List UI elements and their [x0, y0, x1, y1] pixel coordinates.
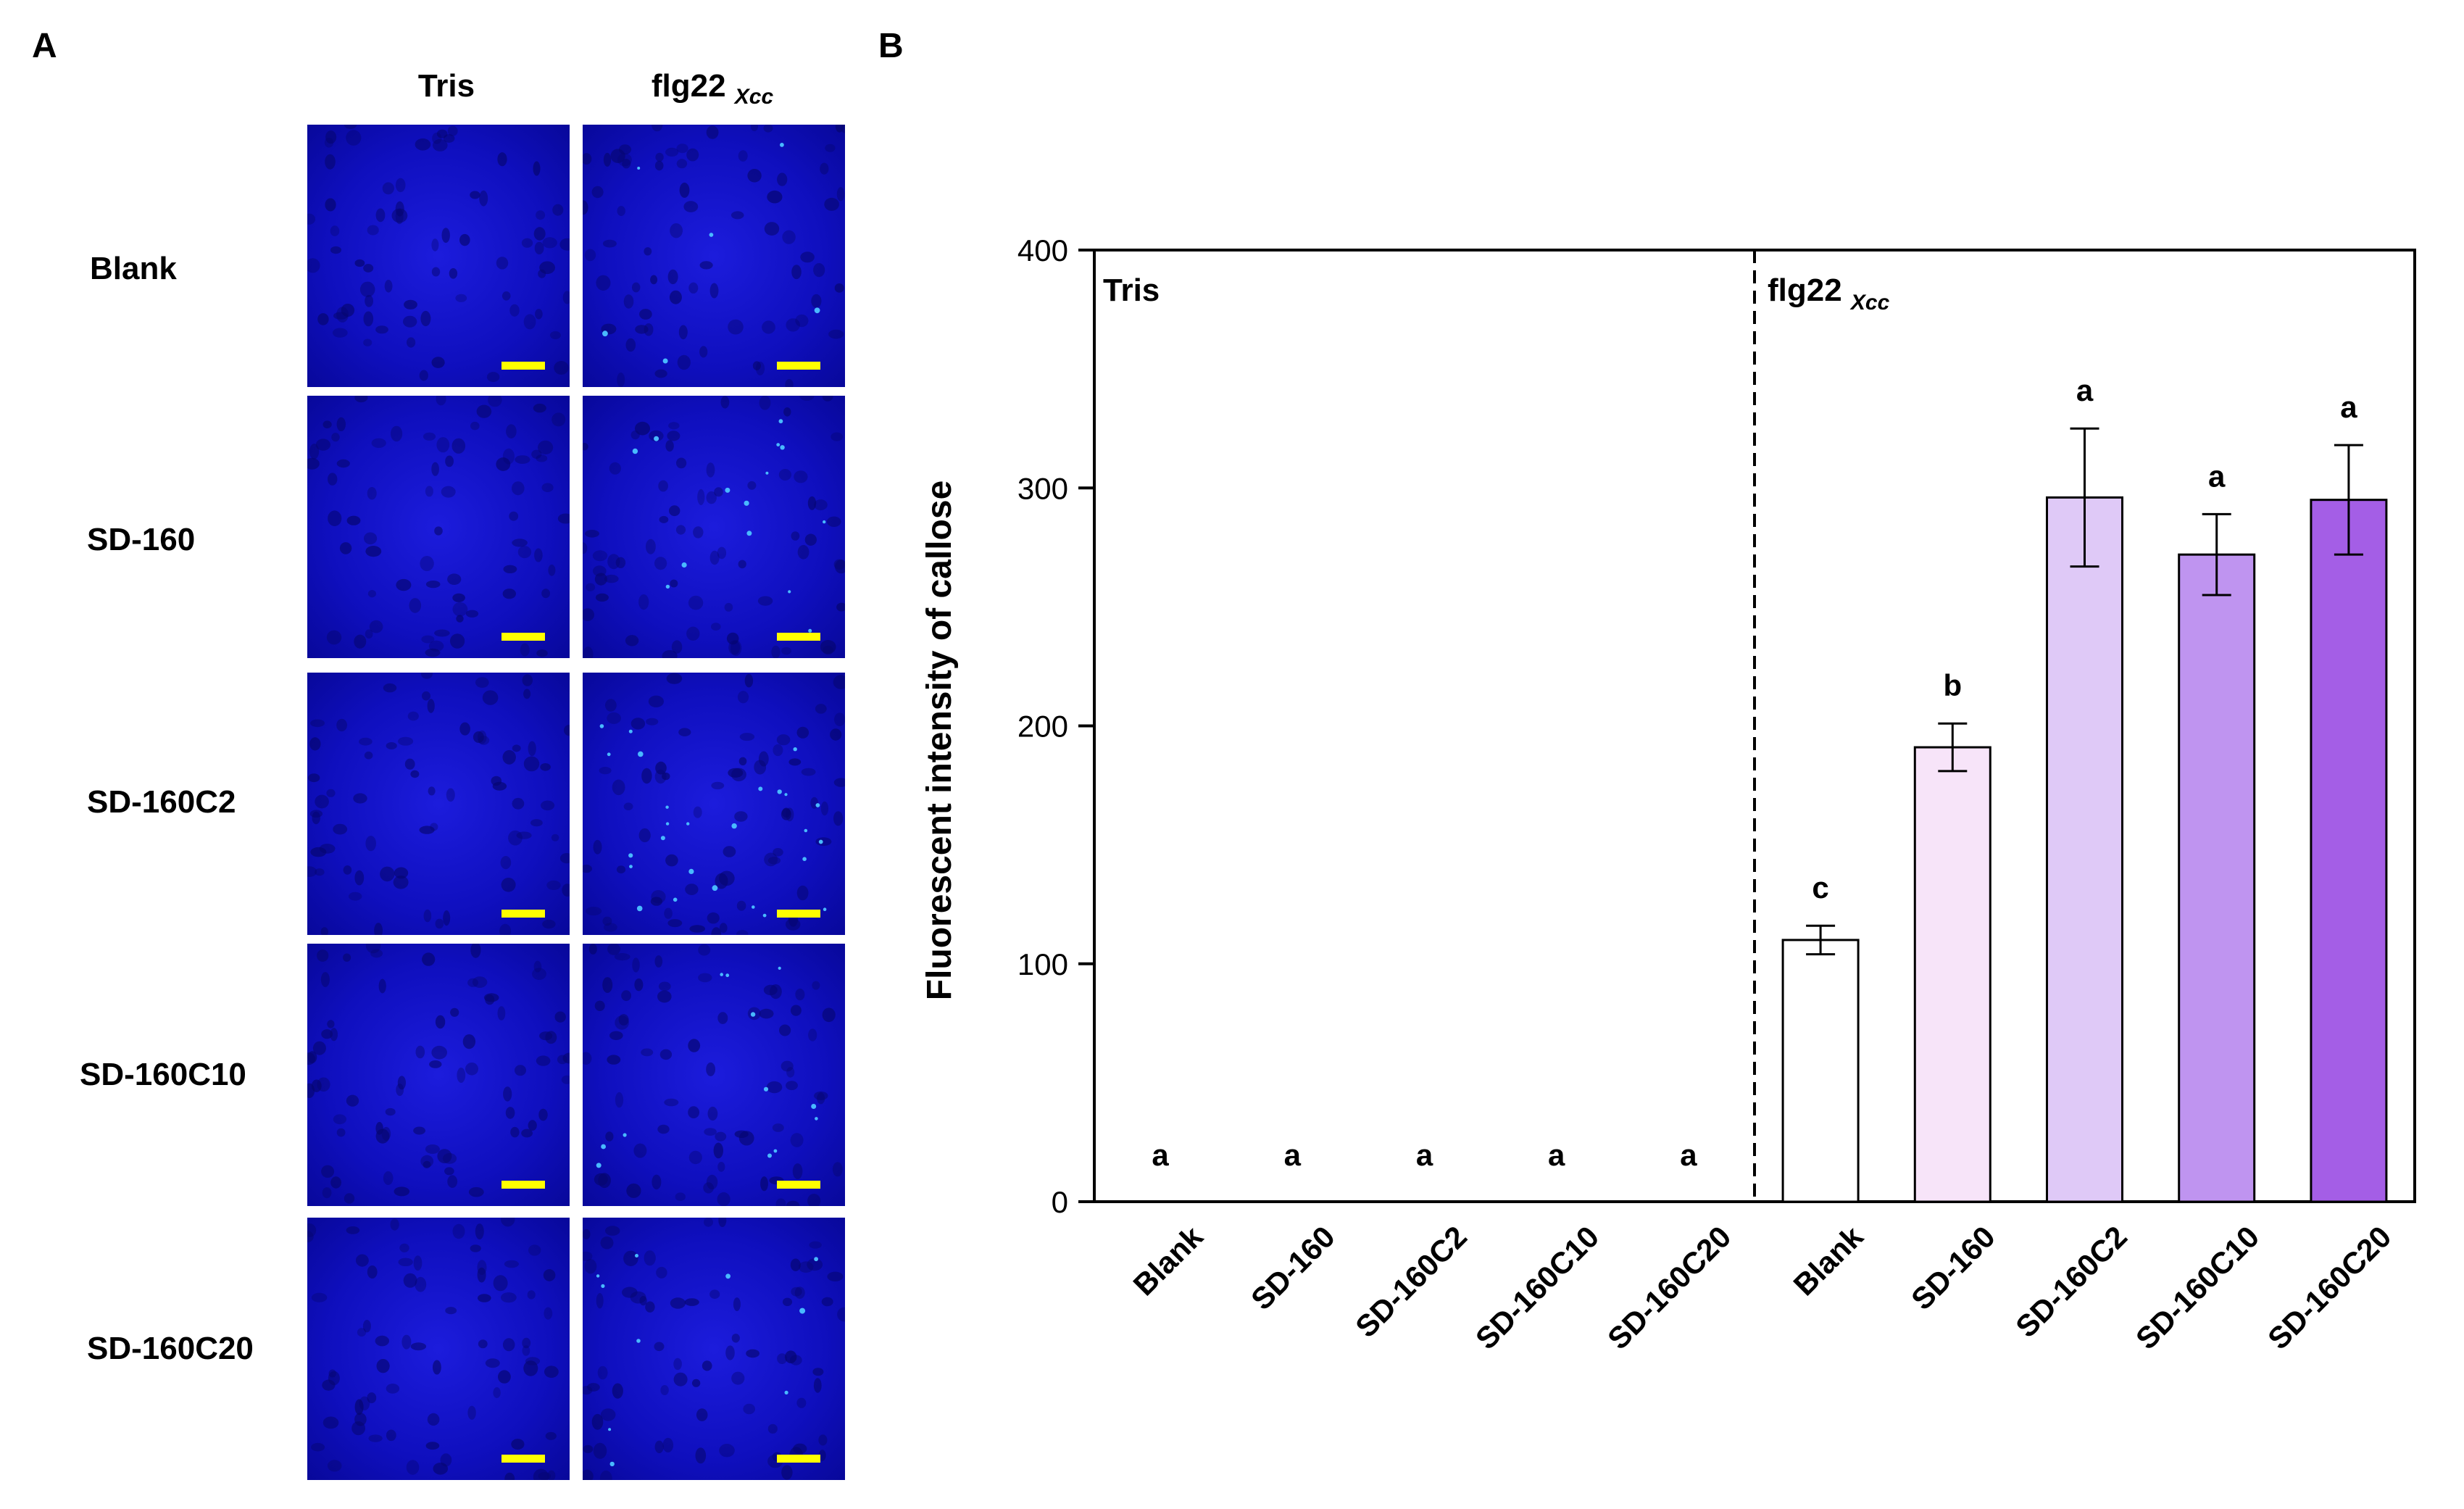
- cell-texture: [583, 1218, 845, 1480]
- category-label: Blank: [1127, 1219, 1210, 1302]
- group-label-flg22-subscript: Xcc: [1849, 291, 1890, 315]
- significance-letter: a: [1548, 1138, 1565, 1172]
- micrograph-tris-blank: [307, 125, 570, 387]
- cell-texture: [307, 673, 570, 935]
- scale-bar: [501, 1455, 545, 1463]
- bar: [2178, 553, 2256, 1203]
- micrograph-tris-sd-160c10: [307, 944, 570, 1206]
- scale-bar: [501, 910, 545, 918]
- significance-letter: a: [2208, 459, 2226, 493]
- scale-bar: [777, 910, 820, 918]
- micrograph-tris-sd-160c2: [307, 673, 570, 935]
- category-label: SD-160C10: [2129, 1219, 2265, 1355]
- group-label-tris: Tris: [1103, 273, 1160, 308]
- column-header-flg22-text: flg22: [651, 68, 735, 104]
- bar: [2310, 499, 2388, 1203]
- significance-letter: a: [1284, 1138, 1302, 1172]
- group-label-flg22: flg22 Xcc: [1768, 273, 1890, 315]
- column-header-tris: Tris: [316, 68, 577, 109]
- bar: [1781, 939, 1860, 1203]
- cell-texture: [583, 673, 845, 935]
- panel-a-label: A: [32, 27, 57, 65]
- row-label-sd160c10: SD-160C10: [80, 1057, 246, 1092]
- scale-bar: [777, 1181, 820, 1189]
- category-label: SD-160C10: [1469, 1219, 1605, 1355]
- cell-texture: [583, 125, 845, 387]
- scale-bar: [777, 362, 820, 370]
- micrograph-flg22-sd-160: [583, 396, 845, 658]
- cell-texture: [307, 1218, 559, 1480]
- micrograph-flg22-sd-160c2: [583, 673, 845, 935]
- callose-bar-chart: 0 100 200 300 400 Fluorescent intensity of ca…: [920, 233, 2416, 1356]
- cell-texture: [307, 944, 570, 1204]
- scale-bar: [777, 633, 820, 641]
- y-tick-label: 200: [1017, 710, 1068, 744]
- scale-bar: [777, 1455, 820, 1463]
- scale-bar: [501, 1181, 545, 1189]
- scale-bar: [501, 633, 545, 641]
- row-label-sd160: SD-160: [87, 522, 196, 557]
- significance-letter: a: [1680, 1138, 1697, 1172]
- cell-texture: [307, 396, 570, 657]
- row-label-sd160c2: SD-160C2: [87, 784, 236, 820]
- category-label: Blank: [1787, 1219, 1870, 1302]
- category-label: SD-160C2: [1349, 1219, 1473, 1344]
- significance-letter: a: [1416, 1138, 1433, 1172]
- micrograph-tris-sd-160: [307, 396, 570, 658]
- scale-bar: [501, 362, 545, 370]
- column-header-flg22: flg22 Xcc: [582, 68, 843, 109]
- column-header-flg22-subscript: Xcc: [734, 84, 774, 109]
- column-header-tris-text: Tris: [417, 68, 475, 104]
- micrograph-flg22-sd-160c10: [583, 944, 845, 1206]
- category-label: SD-160C20: [1601, 1219, 1737, 1355]
- category-label: SD-160: [1244, 1219, 1341, 1316]
- cell-texture: [583, 396, 845, 658]
- micrograph-tris-sd-160c20: [307, 1218, 570, 1480]
- micrograph-flg22-blank: [583, 125, 845, 387]
- cell-texture: [307, 125, 570, 383]
- significance-letter: a: [2340, 390, 2357, 424]
- significance-letter: b: [1943, 668, 1962, 702]
- significance-letter: a: [1152, 1138, 1169, 1172]
- y-tick-label: 100: [1017, 947, 1068, 981]
- significance-letter: c: [1812, 870, 1828, 905]
- y-tick-label: 300: [1017, 471, 1068, 505]
- significance-letter: a: [2076, 373, 2094, 407]
- row-label-sd160c20: SD-160C20: [87, 1331, 254, 1366]
- category-label: SD-160: [1905, 1219, 2002, 1316]
- y-axis-label: Fluorescent intensity of callose: [920, 481, 959, 1001]
- category-label: SD-160C20: [2261, 1219, 2397, 1355]
- micrograph-flg22-sd-160c20: [583, 1218, 845, 1480]
- y-tick-label: 400: [1017, 233, 1068, 267]
- row-label-blank: Blank: [90, 251, 177, 286]
- cell-texture: [583, 944, 843, 1206]
- category-label: SD-160C2: [2009, 1219, 2134, 1344]
- panel-b-label: B: [878, 27, 904, 65]
- bar: [2046, 496, 2123, 1203]
- bar: [1913, 746, 1991, 1203]
- y-tick-label: 0: [1052, 1185, 1068, 1219]
